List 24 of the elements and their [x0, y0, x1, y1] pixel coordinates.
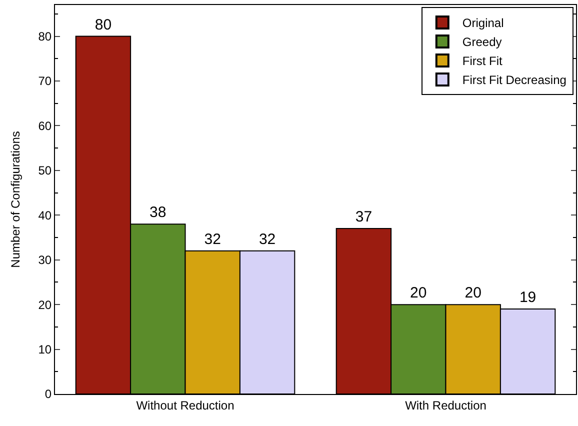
y-tick-label: 30	[38, 253, 52, 268]
legend-label: First Fit	[462, 54, 504, 68]
y-tick-label: 10	[38, 342, 52, 356]
data-label: 38	[150, 204, 166, 222]
legend-label: First Fit Decreasing	[462, 73, 566, 88]
x-tick-label: With Reduction	[405, 398, 486, 412]
y-tick-label: 20	[38, 298, 52, 312]
data-label: 32	[258, 230, 276, 248]
legend-label: Original	[462, 16, 504, 30]
y-tick-label: 50	[38, 164, 52, 178]
data-label: 32	[204, 230, 221, 248]
y-tick-label: 80	[38, 30, 52, 44]
legend-label: Greedy	[462, 35, 502, 50]
data-label: 20	[410, 284, 427, 302]
y-tick-label: 70	[38, 74, 52, 88]
y-tick-label: 40	[38, 208, 52, 222]
data-label: 80	[94, 16, 112, 34]
data-label: 20	[464, 284, 482, 302]
x-tick-label: Without Reduction	[136, 398, 234, 412]
y-tick-label: 60	[38, 118, 52, 133]
y-tick-label: 0	[44, 387, 52, 402]
data-label: 19	[519, 289, 536, 306]
data-label: 37	[355, 208, 372, 226]
y-axis-title: Number of Configurations	[8, 131, 23, 268]
